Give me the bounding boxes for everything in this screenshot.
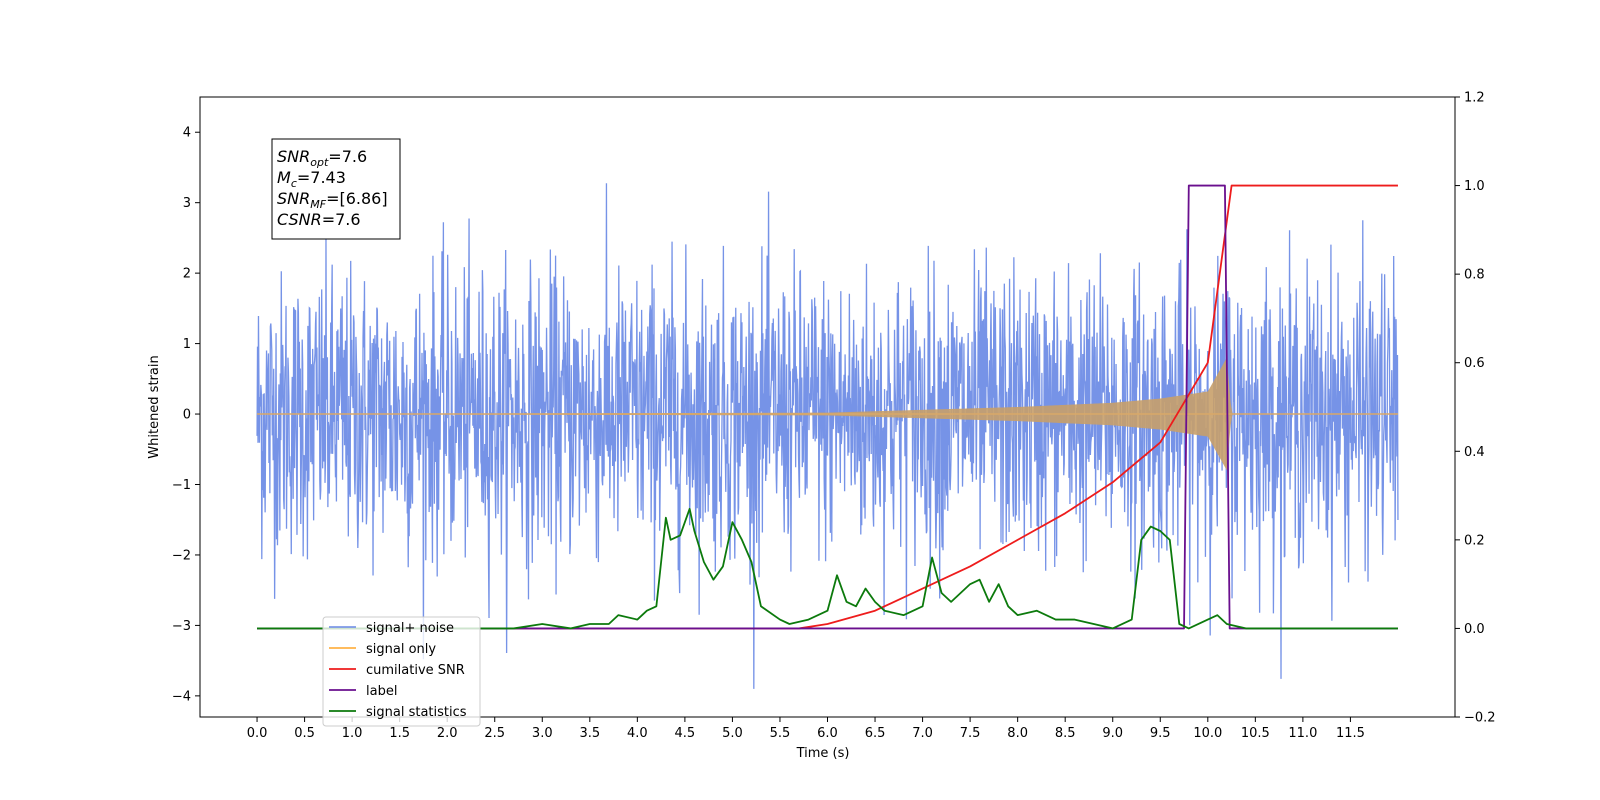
- annotation-line: SNRMF=[6.86]: [277, 189, 388, 211]
- x-tick-label: 2.0: [437, 726, 458, 741]
- x-tick-label: 5.0: [722, 726, 743, 741]
- y-right-tick-label: 0.8: [1464, 268, 1485, 283]
- x-tick-label: 3.0: [532, 726, 553, 741]
- y-axis-right: −0.2 0.0 0.2 0.4 0.6 0.8 1.0 1.2: [1455, 91, 1496, 726]
- x-tick-label: 3.5: [579, 726, 600, 741]
- x-tick-label: 8.0: [1007, 726, 1028, 741]
- y-left-tick-label: 2: [183, 267, 191, 282]
- legend-label: signal+ noise: [366, 621, 454, 636]
- x-tick-label: 7.0: [912, 726, 933, 741]
- y-left-tick-label: 1: [183, 337, 191, 352]
- x-tick-label: 0.5: [294, 726, 315, 741]
- x-tick-label: 1.0: [342, 726, 363, 741]
- y-axis-left: −4 −3 −2 −1 0 1 2 3 4: [172, 126, 200, 704]
- legend: signal+ noise signal only cumilative SNR la…: [322, 616, 481, 727]
- y-left-tick-label: −1: [172, 478, 191, 493]
- x-tick-label: 11.5: [1336, 726, 1365, 741]
- legend-label: cumilative SNR: [366, 663, 465, 678]
- annotation-line: Mc=7.43: [277, 168, 346, 190]
- x-tick-label: 0.0: [247, 726, 268, 741]
- y-left-tick-label: −3: [172, 619, 191, 634]
- y-left-tick-label: 3: [183, 196, 191, 211]
- x-tick-label: 7.5: [960, 726, 981, 741]
- x-tick-label: 4.5: [675, 726, 696, 741]
- y-right-tick-label: 0.6: [1464, 356, 1485, 371]
- legend-frame: [322, 616, 481, 727]
- x-axis: 0.0 0.5 1.0 1.5 2.0 2.5 3.0 3.5 4.0 4.5 5.0 5.5 6.0 6…: [247, 717, 1365, 741]
- y-right-tick-label: 0.4: [1464, 445, 1485, 460]
- x-axis-title: Time (s): [796, 746, 850, 761]
- y-left-tick-label: 4: [183, 126, 191, 141]
- annotation-line: SNRopt=7.6: [277, 147, 367, 169]
- x-tick-label: 6.5: [865, 726, 886, 741]
- series-signal-statistics: [257, 507, 1398, 630]
- y-axis-title: Whitened strain: [147, 355, 162, 458]
- annotation-frame: [271, 138, 401, 240]
- y-left-tick-label: −2: [172, 548, 191, 563]
- x-tick-label: 4.0: [627, 726, 648, 741]
- annotation-line: CSNR=7.6: [277, 210, 361, 229]
- y-left-tick-label: 0: [183, 408, 191, 423]
- legend-label: label: [366, 684, 397, 699]
- x-tick-label: 9.0: [1102, 726, 1123, 741]
- x-tick-label: 1.5: [389, 726, 410, 741]
- series-layer: [256, 183, 1399, 689]
- series-signal-noise: [256, 183, 1399, 689]
- x-tick-label: 5.5: [770, 726, 791, 741]
- legend-label: signal statistics: [366, 705, 467, 720]
- x-tick-label: 10.0: [1193, 726, 1222, 741]
- x-tick-label: 8.5: [1055, 726, 1076, 741]
- y-right-tick-label: 1.2: [1464, 91, 1485, 106]
- y-right-tick-label: 1.0: [1464, 179, 1485, 194]
- legend-label: signal only: [366, 642, 436, 657]
- y-right-tick-label: 0.2: [1464, 533, 1485, 548]
- x-tick-label: 9.5: [1150, 726, 1171, 741]
- y-right-tick-label: −0.2: [1464, 711, 1496, 726]
- y-right-tick-label: 0.0: [1464, 622, 1485, 637]
- x-tick-label: 6.0: [817, 726, 838, 741]
- x-tick-label: 11.0: [1288, 726, 1317, 741]
- plot-area: [256, 183, 1399, 689]
- x-tick-label: 10.5: [1241, 726, 1270, 741]
- series-cumilative-snr: [257, 184, 1398, 630]
- y-left-tick-label: −4: [172, 689, 191, 704]
- x-tick-label: 2.5: [484, 726, 505, 741]
